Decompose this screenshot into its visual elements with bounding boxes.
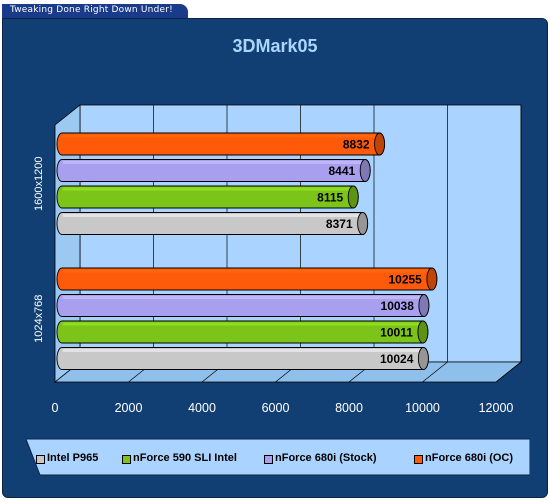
bar-value-label: 8371 bbox=[326, 217, 353, 231]
legend-label: Intel P965 bbox=[47, 452, 99, 464]
bar-end-cap bbox=[347, 185, 359, 209]
bar: 10255 bbox=[56, 267, 438, 291]
legend-label: nForce 680i (Stock) bbox=[275, 452, 377, 464]
x-axis-ticks: 0 2000 4000 6000 8000 10000 12000 bbox=[52, 401, 514, 415]
legend-swatch bbox=[122, 455, 131, 464]
legend-label: nForce 680i (OC) bbox=[425, 452, 514, 464]
bar-end-cap bbox=[418, 294, 430, 317]
bar: 8441 bbox=[56, 159, 371, 182]
floor-gridline bbox=[495, 361, 522, 383]
legend-swatch bbox=[36, 455, 45, 464]
bar-end-cap bbox=[417, 347, 429, 370]
bar-value-label: 8115 bbox=[317, 191, 343, 205]
legend: Intel P965 nForce 590 SLI Intel nForce 680… bbox=[26, 437, 530, 477]
bar-end-cap bbox=[359, 159, 371, 182]
chart-title: 3DMark05 bbox=[232, 36, 318, 56]
bars: 8832 8441 8115 8371 10255 10038 10011 10024 bbox=[56, 132, 438, 370]
bar-end-cap bbox=[374, 132, 386, 156]
site-banner-text: Tweaking Done Right Down Under! bbox=[10, 5, 173, 15]
legend-swatch bbox=[264, 455, 273, 464]
floor-gridline bbox=[422, 361, 448, 383]
bar-value-label: 10038 bbox=[381, 299, 415, 313]
x-tick-label: 4000 bbox=[188, 401, 216, 415]
bar-value-label: 10255 bbox=[388, 273, 422, 287]
bar: 8832 bbox=[56, 132, 386, 156]
legend-label: nForce 590 SLI Intel bbox=[133, 452, 237, 464]
x-tick-label: 12000 bbox=[479, 401, 514, 415]
bar-value-label: 8832 bbox=[343, 138, 370, 152]
x-tick-label: 8000 bbox=[335, 401, 363, 415]
site-banner-tab: Tweaking Done Right Down Under! bbox=[2, 4, 188, 19]
bar-value-label: 8441 bbox=[329, 164, 356, 178]
x-tick-label: 10000 bbox=[405, 401, 440, 415]
x-tick-label: 6000 bbox=[262, 401, 290, 415]
category-label: 1600x1200 bbox=[33, 157, 45, 211]
bar-value-label: 10024 bbox=[380, 352, 414, 366]
bar: 8115 bbox=[56, 185, 359, 209]
x-tick-label: 2000 bbox=[115, 401, 143, 415]
x-tick-label: 0 bbox=[52, 401, 59, 415]
bar-end-cap bbox=[357, 212, 369, 235]
category-label: 1024x768 bbox=[33, 295, 45, 343]
bar: 10024 bbox=[56, 347, 429, 370]
bar-value-label: 10011 bbox=[380, 326, 413, 340]
legend-swatch bbox=[414, 455, 423, 464]
bar-end-cap bbox=[417, 320, 429, 344]
category-labels: 1600x1200 1024x768 bbox=[33, 157, 45, 343]
bar: 10038 bbox=[56, 294, 430, 317]
bar: 8371 bbox=[56, 212, 369, 235]
bar: 10011 bbox=[56, 320, 429, 344]
bar-end-cap bbox=[426, 267, 438, 291]
